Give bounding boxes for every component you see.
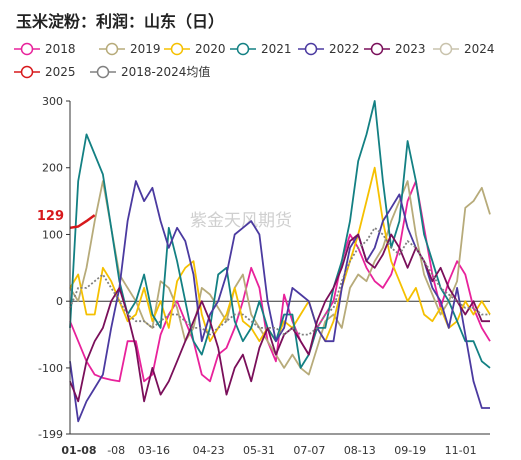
series-line-2021: [69, 100, 491, 369]
legend-marker-2021: [236, 42, 250, 56]
legend-marker-2018: [20, 42, 34, 56]
x-tick-label: 04-23: [193, 444, 225, 457]
legend-label-2018-2024均值: 2018-2024均值: [121, 64, 210, 79]
legend-label-2021: 2021: [261, 42, 292, 56]
x-tick-label: 07-07: [293, 444, 325, 457]
x-tick-label: 03-16: [138, 444, 170, 457]
legend-marker-2023: [370, 42, 384, 56]
legend-marker-2019: [105, 42, 119, 56]
x-tick-label: -08: [107, 444, 125, 457]
y-tick-label: 200: [42, 162, 63, 175]
legend-label-2019: 2019: [130, 42, 161, 56]
y-tick-label: 0: [56, 295, 63, 308]
watermark-text: 紫金天风期货: [190, 211, 292, 231]
y-tick-label: -199: [38, 428, 63, 441]
x-tick-label: 01-08: [61, 444, 96, 457]
legend-label-2023: 2023: [395, 42, 426, 56]
x-tick-label: 11-01: [445, 444, 477, 457]
current-value-label: 129: [37, 209, 64, 224]
legend: 2018 2019 2020 2021 2022 2023 2024 2025 2018-202…: [14, 42, 495, 79]
legend-label-2024: 2024: [464, 42, 495, 56]
legend-label-2022: 2022: [329, 42, 360, 56]
series-line-2018-2024均值: [69, 226, 490, 336]
x-tick-label: 08-13: [344, 444, 376, 457]
legend-marker-2020: [170, 42, 184, 56]
x-tick-label: 09-19: [394, 444, 426, 457]
y-tick-label: 300: [42, 95, 63, 108]
series-line-2023: [69, 233, 490, 403]
axes: [69, 101, 490, 435]
series-line-2025: [69, 214, 96, 230]
legend-marker-2022: [304, 42, 318, 56]
legend-label-2018: 2018: [45, 42, 76, 56]
series-group: [69, 100, 491, 423]
legend-marker-2024: [439, 42, 453, 56]
legend-label-2025: 2025: [45, 65, 76, 79]
tick-labels: 300 200 100 0 -100 -199 01-08 -08 03-16 04-23 05-3…: [37, 95, 477, 457]
chart-title: 玉米淀粉：利润：山东（日）: [16, 12, 225, 31]
y-tick-label: 100: [42, 228, 63, 241]
x-tick-label: 05-31: [243, 444, 275, 457]
legend-marker-2025: [20, 65, 34, 79]
legend-marker-2018-2024均值: [96, 65, 110, 79]
y-tick-label: -100: [38, 362, 63, 375]
legend-label-2020: 2020: [195, 42, 226, 56]
